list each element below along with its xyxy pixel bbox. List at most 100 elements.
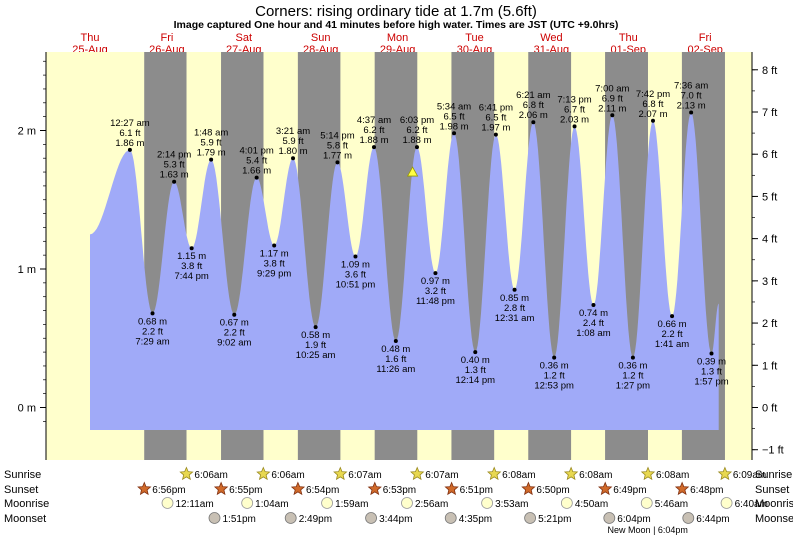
low-tide-label: 1.2 ft: [622, 371, 643, 382]
high-tide-label: 2.07 m: [638, 109, 667, 120]
high-tide-label: 2.13 m: [677, 100, 706, 111]
moon-phase-label: New Moon | 6:04pm: [608, 525, 688, 535]
sunrise-icon: [410, 466, 425, 481]
astro-event-time: 6:51pm: [460, 485, 493, 496]
sunset-icon: [521, 481, 536, 496]
tide-extreme-point: [272, 243, 277, 248]
high-tide-label: 3:21 am: [276, 126, 310, 137]
left-tick-label: 2 m: [18, 126, 36, 138]
tide-extreme-point: [650, 118, 655, 123]
tide-extreme-point: [493, 132, 498, 137]
high-tide-label: 5:34 am: [437, 101, 471, 112]
tide-extreme-point: [433, 271, 438, 276]
tide-extreme-point: [689, 110, 694, 115]
low-tide-label: 1.6 ft: [385, 354, 406, 365]
tide-extreme-point: [189, 246, 194, 251]
astro-event-time: 4:50am: [575, 499, 608, 510]
chart-title: Corners: rising ordinary tide at 1.7m (5…: [255, 3, 537, 20]
left-tick-label: 0 m: [18, 403, 36, 415]
tide-extreme-point: [150, 311, 155, 316]
day-header-name: Thu: [81, 32, 100, 44]
astro-row-label-right: Sunrise: [755, 469, 792, 481]
right-tick-label: 1 ft: [762, 360, 777, 372]
low-tide-label: 0.74 m: [579, 308, 608, 319]
high-tide-label: 6.7 ft: [564, 104, 585, 115]
astro-event-time: 1:04am: [255, 499, 288, 510]
low-tide-label: 3.8 ft: [264, 258, 285, 269]
high-tide-label: 6.5 ft: [485, 113, 506, 124]
right-tick-label: 5 ft: [762, 191, 777, 203]
astro-row-label-left: Moonrise: [4, 498, 49, 510]
high-tide-label: 6.1 ft: [119, 128, 140, 139]
low-tide-label: 3.2 ft: [425, 286, 446, 297]
astro-event-time: 1:51pm: [223, 514, 256, 525]
high-tide-label: 6.8 ft: [523, 100, 544, 111]
moonrise-icon: [720, 497, 733, 509]
high-tide-label: 6:21 am: [516, 90, 550, 101]
high-tide-label: 2:14 pm: [157, 150, 191, 161]
astro-row-label-left: Sunrise: [4, 469, 41, 481]
low-tide-label: 2.2 ft: [224, 328, 245, 339]
day-header-name: Sun: [311, 32, 331, 44]
moonset-icon: [682, 512, 695, 524]
tide-labels-group: 12:27 am6.1 ft1.86 m0.68 m2.2 ft7:29 am2…: [110, 80, 729, 391]
low-tide-label: 11:48 pm: [416, 296, 455, 307]
high-tide-label: 7:13 pm: [557, 94, 591, 105]
low-tide-label: 1.15 m: [177, 251, 206, 262]
right-tick-label: 8 ft: [762, 65, 777, 77]
sunset-icon: [444, 481, 459, 496]
low-tide-label: 1.17 m: [260, 248, 289, 259]
high-tide-label: 5.9 ft: [201, 138, 222, 149]
astro-event-time: 6:49pm: [613, 485, 646, 496]
tide-extreme-point: [393, 339, 398, 344]
low-tide-label: 12:31 am: [495, 313, 535, 324]
high-tide-label: 2.03 m: [560, 114, 589, 125]
astro-row-label-right: Moonrise: [755, 498, 793, 510]
day-header-name: Fri: [160, 32, 173, 44]
low-tide-label: 7:29 am: [135, 336, 169, 347]
astro-event-time: 6:55pm: [229, 485, 262, 496]
tide-area: [90, 112, 719, 430]
sunset-icon: [290, 481, 306, 496]
high-tide-label: 4:01 pm: [239, 146, 273, 157]
high-tide-label: 7.0 ft: [681, 90, 702, 101]
tide-extreme-point: [335, 160, 340, 165]
moonset-icon: [284, 512, 297, 524]
high-tide-label: 6.8 ft: [642, 99, 663, 110]
sunset-icon: [137, 481, 152, 496]
low-tide-label: 2.2 ft: [142, 326, 163, 337]
high-tide-label: 1.80 m: [278, 146, 307, 157]
high-tide-label: 1.79 m: [197, 148, 226, 159]
right-tick-label: 2 ft: [762, 318, 777, 330]
right-tick-label: 3 ft: [762, 276, 777, 288]
sunrise-icon: [563, 466, 579, 481]
astro-event-time: 5:46am: [655, 499, 688, 510]
low-tide-label: 9:02 am: [217, 338, 251, 349]
astro-event-time: 3:53am: [495, 499, 528, 510]
high-tide-label: 6.2 ft: [363, 125, 384, 136]
high-tide-label: 7:42 pm: [636, 89, 670, 100]
axes-group: 2 m 1 m 0 m 8 ft 7 ft 6 ft 5 ft 4 ft 3 ft 2 ft 1 f…: [18, 52, 784, 460]
astro-event-time: 6:40am: [735, 499, 768, 510]
astronomy-rows-group: Sunrise Sunrise Sunset Sunset Moonrise Moonri…: [4, 466, 793, 535]
high-tide-label: 5.4 ft: [246, 156, 267, 167]
high-tide-label: 1.63 m: [160, 170, 189, 181]
day-header-name: Tue: [465, 32, 484, 44]
tide-extreme-point: [127, 147, 132, 152]
low-tide-label: 0.40 m: [461, 355, 490, 366]
astro-event-time: 12:11am: [176, 499, 214, 510]
low-tide-label: 3.8 ft: [181, 261, 202, 272]
high-tide-label: 6.9 ft: [602, 93, 623, 104]
chart-subtitle: Image captured One hour and 41 minutes b…: [174, 19, 619, 31]
astro-event-time: 6:06am: [271, 470, 304, 481]
tide-extreme-point: [709, 351, 714, 356]
astro-event-time: 6:09am: [733, 470, 766, 481]
moonrise-icon: [640, 497, 653, 509]
tide-extreme-point: [473, 350, 478, 355]
high-tide-label: 1.86 m: [115, 138, 144, 149]
sunrise-icon: [179, 466, 194, 481]
low-tide-label: 1.2 ft: [544, 371, 565, 382]
tide-extreme-point: [371, 145, 376, 150]
low-tide-label: 0.39 m: [697, 356, 726, 367]
